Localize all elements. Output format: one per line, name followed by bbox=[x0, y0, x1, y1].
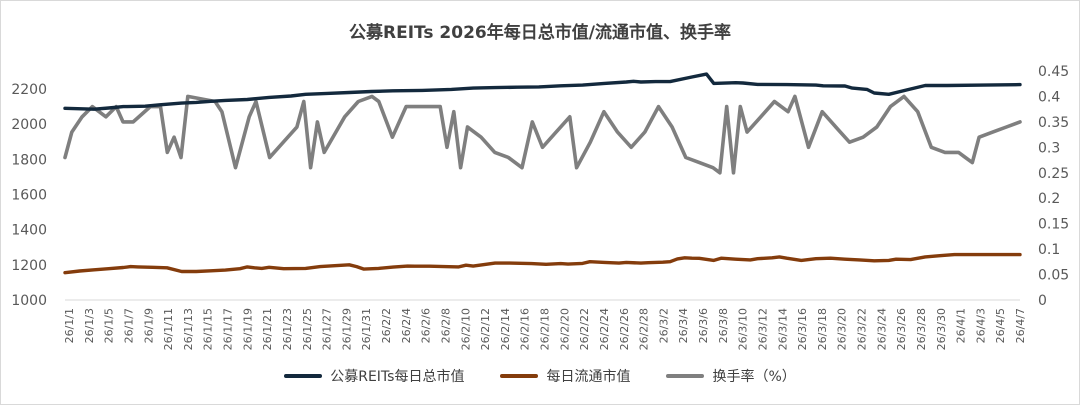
series-line-0 bbox=[63, 72, 1022, 111]
right-axis-ticks: 0 0.05 0.1 0.15 0.2 0.25 0.3 0.35 0.4 0.45 bbox=[1038, 64, 1069, 309]
right-axis-tick-label: 0.3 bbox=[1038, 140, 1060, 156]
x-axis-tick-label: 26/2/4 bbox=[400, 308, 413, 343]
left-axis-tick-label: 2200 bbox=[11, 82, 47, 98]
x-axis-tick-label: 26/1/3 bbox=[83, 308, 96, 343]
x-axis-tick-label: 26/3/6 bbox=[697, 308, 710, 343]
x-axis-tick-label: 26/4/5 bbox=[994, 308, 1007, 343]
legend-swatch bbox=[666, 374, 705, 378]
right-axis-tick-label: 0.25 bbox=[1038, 166, 1069, 182]
left-axis-tick-label: 1400 bbox=[11, 223, 47, 239]
legend-label: 公募REITs每日总市值 bbox=[330, 369, 465, 385]
x-axis-tick-label: 26/1/23 bbox=[281, 308, 294, 350]
left-axis-tick-label: 2000 bbox=[11, 117, 47, 133]
x-axis-tick-label: 26/3/26 bbox=[895, 308, 908, 350]
x-axis-tick-label: 26/3/28 bbox=[915, 308, 928, 350]
x-axis-tick-label: 26/3/8 bbox=[717, 308, 730, 343]
x-axis-tick-label: 26/2/22 bbox=[578, 308, 591, 350]
x-axis-tick-label: 26/4/1 bbox=[955, 308, 968, 343]
x-axis-tick-label: 26/3/24 bbox=[875, 308, 888, 350]
x-axis-tick-label: 26/2/20 bbox=[558, 308, 571, 350]
legend-label: 每日流通市值 bbox=[546, 369, 631, 385]
x-axis-tick-label: 26/2/10 bbox=[459, 308, 472, 350]
x-axis-tick-label: 26/3/12 bbox=[756, 308, 769, 350]
x-axis-tick-label: 26/3/2 bbox=[657, 308, 670, 343]
x-axis-tick-label: 26/1/5 bbox=[103, 308, 116, 343]
x-axis-tick-label: 26/2/26 bbox=[618, 308, 631, 350]
x-axis-tick-label: 26/2/8 bbox=[439, 308, 452, 343]
x-axis-tick-label: 26/1/21 bbox=[261, 308, 274, 350]
x-axis-ticks: 26/1/1 26/1/3 26/1/5 26/1/7 26/1/9 26/1/11 26/… bbox=[63, 308, 1027, 350]
x-axis-tick-label: 26/2/2 bbox=[380, 308, 393, 343]
legend-swatch bbox=[500, 374, 539, 378]
x-axis-tick-label: 26/2/24 bbox=[598, 308, 611, 350]
chart-title: 公募REITs 2026年每日总市值/流通市值、换手率 bbox=[349, 23, 731, 43]
x-axis-tick-label: 26/1/31 bbox=[360, 308, 373, 350]
x-axis-tick-label: 26/2/28 bbox=[638, 308, 651, 350]
legend-label: 换手率（%） bbox=[712, 369, 796, 385]
right-axis-tick-label: 0.05 bbox=[1038, 268, 1069, 284]
series-line-2 bbox=[63, 94, 1022, 175]
x-axis-tick-label: 26/2/12 bbox=[479, 308, 492, 350]
legend-item-float-market-value: 每日流通市值 bbox=[500, 366, 630, 386]
x-axis-tick-label: 26/1/11 bbox=[162, 308, 175, 350]
x-axis-tick-label: 26/1/17 bbox=[222, 308, 235, 350]
x-axis-tick-label: 26/3/20 bbox=[836, 308, 849, 350]
x-axis-tick-label: 26/1/1 bbox=[63, 308, 76, 343]
right-axis-tick-label: 0 bbox=[1038, 293, 1047, 309]
x-axis-tick-label: 26/2/16 bbox=[519, 308, 532, 350]
x-axis-tick-label: 26/2/6 bbox=[420, 308, 433, 343]
series-line-1 bbox=[63, 252, 1022, 275]
x-axis-tick-label: 26/3/16 bbox=[796, 308, 809, 350]
legend-swatch bbox=[284, 374, 323, 378]
right-axis-tick-label: 0.1 bbox=[1038, 242, 1060, 258]
left-axis-tick-label: 1200 bbox=[11, 258, 47, 274]
x-axis-tick-label: 26/3/10 bbox=[737, 308, 750, 350]
left-axis-ticks: 1000 1200 1400 1600 1800 2000 2200 bbox=[11, 82, 47, 309]
right-axis-tick-label: 0.35 bbox=[1038, 115, 1069, 131]
x-axis-tick-label: 26/1/15 bbox=[202, 308, 215, 350]
legend: 公募REITs每日总市值 每日流通市值 换手率（%） bbox=[0, 366, 1080, 386]
right-axis-tick-label: 0.4 bbox=[1038, 89, 1060, 105]
legend-item-total-market-value: 公募REITs每日总市值 bbox=[284, 366, 464, 386]
legend-item-turnover-rate: 换手率（%） bbox=[666, 366, 796, 386]
x-axis-tick-label: 26/2/14 bbox=[499, 308, 512, 350]
x-axis-tick-label: 26/1/19 bbox=[241, 308, 254, 350]
x-axis-tick-label: 26/3/22 bbox=[856, 308, 869, 350]
left-axis-tick-label: 1000 bbox=[11, 293, 47, 309]
x-axis-tick-label: 26/1/9 bbox=[142, 308, 155, 343]
x-axis-tick-label: 26/1/13 bbox=[182, 308, 195, 350]
x-axis-tick-label: 26/2/18 bbox=[539, 308, 552, 350]
left-axis-tick-label: 1600 bbox=[11, 188, 47, 204]
x-axis-tick-label: 26/1/27 bbox=[321, 308, 334, 350]
right-axis-tick-label: 0.45 bbox=[1038, 64, 1069, 80]
x-axis-tick-label: 26/1/29 bbox=[340, 308, 353, 350]
x-axis-tick-label: 26/3/30 bbox=[935, 308, 948, 350]
x-axis-tick-label: 26/4/7 bbox=[1014, 308, 1027, 343]
series-layer bbox=[63, 72, 1022, 275]
left-axis-tick-label: 1800 bbox=[11, 152, 47, 168]
x-axis-tick-label: 26/3/14 bbox=[776, 308, 789, 350]
right-axis-tick-label: 0.15 bbox=[1038, 217, 1069, 233]
right-axis-tick-label: 0.2 bbox=[1038, 191, 1060, 207]
x-axis-tick-label: 26/3/18 bbox=[816, 308, 829, 350]
x-axis-tick-label: 26/1/25 bbox=[301, 308, 314, 350]
x-axis-tick-label: 26/3/4 bbox=[677, 308, 690, 343]
x-axis-tick-label: 26/1/7 bbox=[122, 308, 135, 343]
x-axis-tick-label: 26/4/3 bbox=[974, 308, 987, 343]
